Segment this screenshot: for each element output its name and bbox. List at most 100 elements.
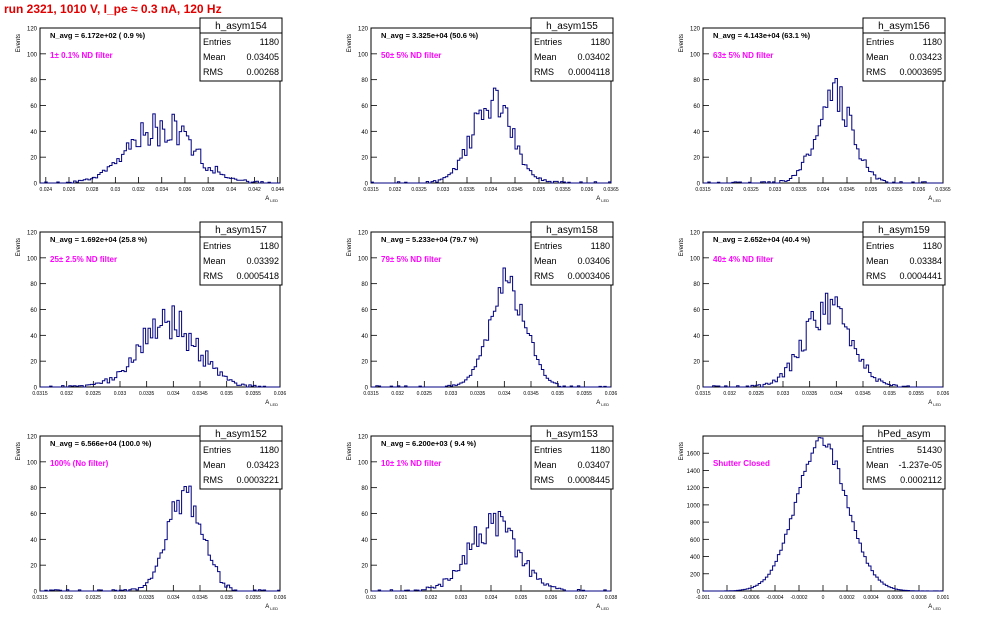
stats-value: 51430 — [917, 445, 942, 455]
y-tick-label: 800 — [690, 521, 701, 527]
x-tick-label: 0.0355 — [887, 187, 903, 193]
y-tick-label: 120 — [358, 435, 369, 441]
stats-label: Mean — [203, 256, 226, 266]
y-tick-label: 100 — [690, 52, 701, 58]
x-axis-title: ALED — [265, 400, 278, 407]
x-tick-label: 0.0008 — [911, 595, 927, 601]
x-tick-label: 0.0315 — [32, 391, 48, 397]
stats-label: Mean — [866, 256, 889, 266]
y-tick-label: 80 — [361, 282, 368, 288]
histogram-name: h_asym154 — [215, 21, 267, 32]
x-tick-label: 0.032 — [721, 187, 734, 193]
stats-value: -1.237e-05 — [898, 460, 942, 470]
y-tick-label: 20 — [693, 360, 700, 366]
x-tick-label: 0.0345 — [839, 187, 855, 193]
x-tick-label: 0.032 — [723, 391, 736, 397]
x-tick-label: 0.0345 — [192, 391, 208, 397]
navg-label: N_avg = 4.143e+04 (63.1 %) — [713, 31, 811, 40]
stats-label: Entries — [203, 445, 232, 455]
stats-value: 1180 — [923, 241, 942, 251]
x-tick-label: 0.035 — [515, 595, 528, 601]
y-tick-label: 20 — [30, 360, 37, 366]
filter-note: 63± 5% ND filter — [713, 51, 773, 60]
y-tick-label: 60 — [30, 104, 37, 110]
stats-label: Entries — [866, 445, 895, 455]
y-axis-title: Events — [679, 238, 685, 256]
x-tick-label: 0.032 — [389, 187, 402, 193]
x-tick-label: 0.0355 — [246, 595, 262, 601]
stats-label: Mean — [203, 52, 226, 62]
histogram-trace — [370, 87, 612, 184]
histogram-panel-h_asym152: 0 20 40 60 80 100 120 0.0315 0.032 0.0325 0.033 0.0… — [16, 425, 287, 611]
x-tick-label: 0.035 — [883, 391, 896, 397]
navg-label: N_avg = 5.233e+04 (79.7 %) — [381, 235, 479, 244]
x-tick-label: 0.034 — [830, 391, 843, 397]
navg-label: N_avg = 6.566e+04 (100.0 %) — [50, 439, 152, 448]
x-tick-label: 0.0004 — [863, 595, 879, 601]
stats-label: Mean — [203, 460, 226, 470]
x-axis-title: ALED — [596, 196, 609, 203]
x-tick-label: 0.0002 — [839, 595, 855, 601]
x-axis-title: ALED — [265, 604, 278, 611]
stats-label: RMS — [203, 475, 223, 485]
y-tick-label: 100 — [27, 52, 38, 58]
histogram-panel-hPed_asym: 0 200 400 600 800 1000 1200 1400 1600 -0.001 -0.00… — [679, 425, 950, 611]
x-tick-label: 0.035 — [220, 391, 233, 397]
x-tick-label: 0.0345 — [855, 391, 871, 397]
navg-label: N_avg = 6.200e+03 ( 9.4 %) — [381, 439, 477, 448]
x-tick-label: 0.033 — [769, 187, 782, 193]
y-tick-label: 100 — [358, 52, 369, 58]
x-tick-label: 0.04 — [226, 187, 236, 193]
x-tick-label: 0.0365 — [935, 187, 951, 193]
x-tick-label: 0.036 — [605, 391, 618, 397]
y-tick-label: 600 — [690, 538, 701, 544]
filter-note: Shutter Closed — [713, 459, 770, 468]
navg-label: N_avg = 1.692e+04 (25.8 %) — [50, 235, 148, 244]
x-tick-label: 0.035 — [551, 391, 564, 397]
y-tick-label: 100 — [27, 256, 38, 262]
histogram-trace — [371, 267, 611, 388]
stats-value: 1180 — [591, 241, 610, 251]
x-tick-label: 0.0315 — [363, 391, 379, 397]
histogram-trace — [40, 305, 280, 388]
x-tick-label: 0.033 — [777, 391, 790, 397]
page-title: run 2321, 1010 V, I_pe ≈ 0.3 nA, 120 Hz — [4, 2, 222, 16]
x-tick-label: 0.033 — [437, 187, 450, 193]
x-tick-label: 0.0325 — [411, 187, 427, 193]
y-tick-label: 20 — [361, 156, 368, 162]
x-tick-label: 0.032 — [60, 391, 73, 397]
x-tick-label: 0.032 — [425, 595, 438, 601]
y-tick-label: 40 — [361, 334, 368, 340]
histogram-panel-h_asym157: 0 20 40 60 80 100 120 0.0315 0.032 0.0325 0.033 0.0… — [16, 221, 286, 407]
stats-box — [530, 236, 614, 286]
stats-box — [199, 236, 283, 286]
x-tick-label: 0.032 — [60, 595, 73, 601]
y-tick-label: 100 — [690, 256, 701, 262]
y-tick-label: 60 — [693, 104, 700, 110]
x-tick-label: 0.001 — [937, 595, 950, 601]
stats-value: 1180 — [923, 37, 942, 47]
y-tick-label: 1400 — [687, 469, 701, 475]
x-tick-label: 0.0315 — [695, 187, 711, 193]
x-tick-label: 0.033 — [445, 391, 458, 397]
navg-label: N_avg = 6.172e+02 ( 0.9 %) — [50, 31, 146, 40]
histogram-panel-h_asym159: 0 20 40 60 80 100 120 0.0315 0.032 0.0325 0.033 0.0… — [679, 221, 949, 407]
y-tick-label: 120 — [27, 27, 38, 33]
stats-value: 1180 — [260, 37, 279, 47]
stats-value: 0.0003406 — [567, 271, 610, 281]
y-tick-label: 0 — [34, 590, 38, 596]
y-tick-label: 60 — [361, 308, 368, 314]
x-tick-label: 0.036 — [274, 595, 287, 601]
y-tick-label: 20 — [30, 156, 37, 162]
y-axis-title: Events — [679, 34, 685, 52]
x-tick-label: 0.044 — [271, 187, 284, 193]
histogram-panel-h_asym156: 0 20 40 60 80 100 120 0.0315 0.032 0.0325 0.033 0.0… — [679, 17, 951, 203]
x-tick-label: -0.0008 — [719, 595, 736, 601]
y-tick-label: 0 — [365, 386, 369, 392]
x-tick-label: 0.024 — [40, 187, 53, 193]
stats-box — [199, 440, 283, 490]
y-axis-title: Events — [16, 34, 22, 52]
filter-note: 100% (No filter) — [50, 459, 109, 468]
x-tick-label: 0.0006 — [887, 595, 903, 601]
